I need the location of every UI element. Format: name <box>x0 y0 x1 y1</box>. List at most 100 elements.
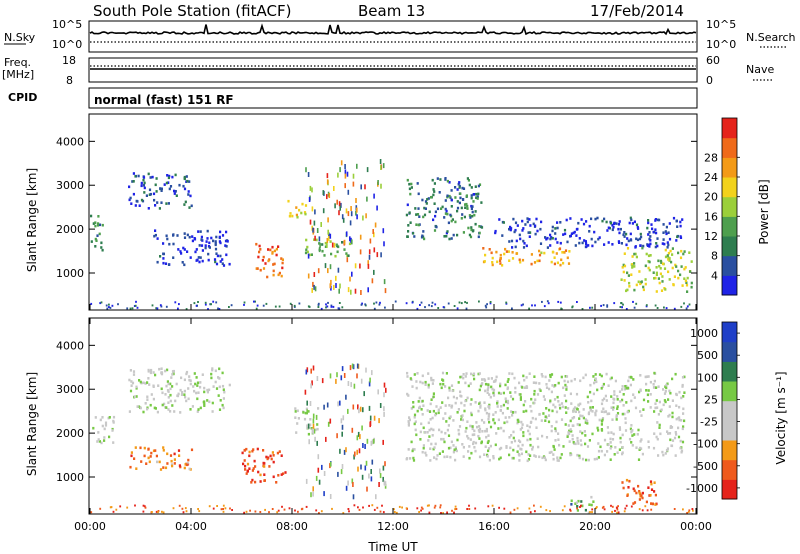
heatmap-cell <box>564 232 567 236</box>
heatmap-cell <box>150 393 153 396</box>
ground-scatter-cell <box>364 303 367 306</box>
ground-scatter-cell <box>645 304 648 307</box>
heatmap-cell <box>203 404 206 407</box>
heatmap-cell <box>600 449 603 453</box>
heatmap-cell <box>250 481 253 484</box>
heatmap-cell <box>157 384 160 387</box>
heatmap-cell <box>473 433 476 436</box>
y-tick-label: 3000 <box>56 383 84 396</box>
heatmap-cell <box>630 424 633 427</box>
heatmap-cell <box>595 380 598 384</box>
ground-scatter-cell <box>419 304 421 306</box>
ground-scatter-cell <box>142 510 145 513</box>
heatmap-cell <box>526 220 529 224</box>
heatmap-cell <box>545 436 549 439</box>
heatmap-cell <box>668 413 671 417</box>
heatmap-cell <box>166 462 169 465</box>
ground-scatter-cell <box>360 303 363 306</box>
heatmap-cell <box>150 451 153 455</box>
heatmap-cell <box>682 425 685 428</box>
heatmap-cell <box>649 239 652 242</box>
noise-streak <box>347 408 349 414</box>
heatmap-cell <box>245 447 248 451</box>
heatmap-cell <box>556 459 559 462</box>
noise-streak <box>311 187 313 193</box>
heatmap-cell <box>667 415 670 418</box>
heatmap-cell <box>474 210 477 213</box>
noise-streak <box>372 229 374 234</box>
heatmap-cell <box>569 453 572 457</box>
heatmap-cell <box>487 439 490 443</box>
heatmap-cell <box>682 395 685 398</box>
heatmap-cell <box>557 432 560 435</box>
heatmap-cell <box>616 451 619 454</box>
heatmap-cell <box>303 417 307 421</box>
noise-streak <box>338 210 340 216</box>
heatmap-cell <box>243 459 246 462</box>
heatmap-cell <box>614 446 617 449</box>
cpid-panel-frame <box>88 87 698 109</box>
heatmap-cell <box>179 465 182 469</box>
heatmap-cell <box>530 262 533 266</box>
heatmap-cell <box>582 408 585 411</box>
heatmap-cell <box>563 228 567 232</box>
ground-scatter-cell <box>561 509 564 512</box>
heatmap-cell <box>193 389 196 393</box>
heatmap-cell <box>206 399 209 402</box>
ground-scatter-cell <box>610 504 612 507</box>
heatmap-cell <box>638 498 641 501</box>
ground-scatter-cell <box>430 305 433 308</box>
heatmap-cell <box>647 221 650 225</box>
heatmap-cell <box>550 373 554 376</box>
heatmap-cell <box>471 214 474 218</box>
heatmap-cell <box>324 241 327 245</box>
noise-streak <box>338 288 340 294</box>
heatmap-cell <box>621 388 624 391</box>
heatmap-cell <box>144 402 147 405</box>
ground-scatter-cell <box>317 306 320 308</box>
heatmap-cell <box>466 396 469 400</box>
heatmap-cell <box>185 175 188 178</box>
heatmap-cell <box>186 250 189 253</box>
heatmap-cell <box>467 450 470 453</box>
heatmap-cell <box>217 376 220 379</box>
heatmap-cell <box>499 253 502 257</box>
heatmap-cell <box>455 396 458 400</box>
ground-scatter-cell <box>533 504 535 507</box>
heatmap-cell <box>601 219 604 223</box>
freq-unit-label: [MHz] <box>2 68 34 81</box>
heatmap-cell <box>653 410 656 413</box>
ground-scatter-cell <box>547 302 550 305</box>
noise-streak <box>383 241 385 247</box>
heatmap-cell <box>618 231 621 235</box>
heatmap-cell <box>670 444 674 448</box>
heatmap-cell <box>669 438 672 442</box>
heatmap-cell <box>534 224 537 228</box>
heatmap-cell <box>269 248 272 252</box>
heatmap-cell <box>545 237 548 241</box>
heatmap-cell <box>584 421 587 424</box>
heatmap-cell <box>681 427 684 431</box>
heatmap-cell <box>516 224 519 227</box>
ground-scatter-cell <box>418 511 420 513</box>
ground-scatter-cell <box>373 302 375 305</box>
noise-streak <box>312 429 314 435</box>
heatmap-cell <box>671 439 675 442</box>
colorbar-tick-label: -100 <box>693 438 718 451</box>
heatmap-cell <box>184 395 187 399</box>
heatmap-cell <box>414 207 417 210</box>
heatmap-cell <box>447 424 450 427</box>
heatmap-cell <box>630 238 633 242</box>
ground-scatter-cell <box>613 302 616 305</box>
colorbar-segment <box>722 216 737 237</box>
ground-scatter-cell <box>453 305 456 307</box>
heatmap-cell <box>221 258 224 261</box>
noise-streak <box>366 167 369 173</box>
heatmap-cell <box>554 439 557 442</box>
heatmap-cell <box>422 230 425 233</box>
heatmap-cell <box>533 261 537 264</box>
heatmap-cell <box>670 426 674 429</box>
heatmap-cell <box>550 450 553 454</box>
heatmap-cell <box>165 202 168 205</box>
heatmap-cell <box>272 273 275 277</box>
